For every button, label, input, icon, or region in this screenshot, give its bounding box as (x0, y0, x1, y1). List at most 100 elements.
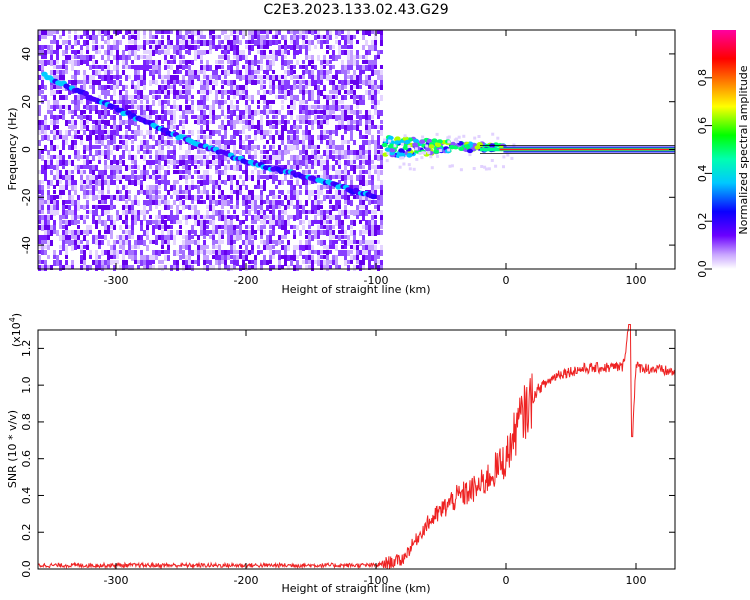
spectrogram-cell (191, 260, 194, 264)
spectrogram-cell (320, 120, 323, 125)
spectrogram-cell (77, 55, 80, 59)
spectrogram-cell (197, 35, 200, 41)
spectrogram-cell (41, 45, 44, 51)
spectrogram-cell (296, 245, 299, 250)
spectrogram-cell (86, 190, 89, 195)
spectrogram-cell (200, 200, 203, 204)
spectrogram-cell (218, 160, 221, 166)
spectrogram-cell (182, 240, 185, 245)
spectrogram-cell (329, 250, 332, 254)
spectrogram-cell (161, 50, 164, 54)
spectrogram-cell (80, 265, 83, 270)
spectrogram-cell (365, 205, 368, 210)
spectrogram-cell (197, 40, 200, 44)
spectrogram-cell (125, 210, 128, 215)
spectrogram-cell (158, 215, 161, 219)
spectrogram-cell (44, 125, 47, 130)
spectrogram-cell (323, 120, 326, 124)
spectrogram-cell (107, 205, 110, 211)
colorbar-tick-label: 0.6 (696, 117, 709, 135)
spectrogram-cell (287, 120, 290, 124)
spectrogram-cell (227, 160, 230, 164)
spectrogram-cell (353, 95, 356, 101)
spectrogram-cell (155, 205, 158, 209)
spectrogram-cell (260, 240, 263, 244)
spectrogram-cell (263, 260, 266, 265)
spectrogram-cell (248, 175, 251, 180)
spectrogram-cell (323, 60, 326, 64)
spectrogram-cell (341, 135, 344, 140)
spectrogram-cell (149, 150, 152, 154)
spectrogram-cell (203, 95, 206, 100)
spectrogram-cell (113, 135, 116, 140)
spectrogram-cell (194, 195, 197, 201)
spectrogram-cell (59, 180, 62, 184)
spectrogram-cell (128, 205, 131, 211)
spectrogram-cell (116, 250, 119, 256)
spectrogram-cell (254, 265, 257, 270)
spectrogram-cell (206, 125, 209, 131)
spectrogram-cell (209, 45, 212, 50)
spectrogram-cell (308, 265, 311, 269)
spectrogram-cell (290, 185, 293, 190)
spectrogram-cell (146, 160, 149, 165)
spectrogram-cell (170, 210, 173, 216)
spectrogram-cell (374, 40, 377, 45)
spectrogram-cell (77, 195, 80, 200)
spectrogram-cell (38, 90, 41, 96)
spectrogram-cell (56, 170, 59, 175)
spectrogram-cell (326, 140, 329, 146)
spectrogram-cell (98, 195, 101, 199)
spectrogram-cell (170, 265, 173, 271)
spectrogram-cell (236, 195, 239, 201)
spectrogram-cell (347, 35, 350, 40)
spectrogram-cell (101, 180, 104, 186)
spectrogram-cell (230, 90, 233, 95)
spectrogram-cell (278, 160, 281, 164)
spectrogram-cell (38, 250, 41, 254)
spectrogram-cell (89, 130, 92, 135)
spectrogram-cell (110, 230, 113, 235)
spectrogram-cell (110, 165, 113, 170)
signal-halo-cell (403, 134, 407, 138)
spectrogram-cell (311, 205, 314, 210)
spectrogram-cell (206, 250, 209, 254)
y-tick-label: 20 (20, 95, 33, 109)
spectrogram-cell (38, 265, 41, 271)
spectrogram-cell (122, 220, 125, 224)
spectrogram-cell (209, 115, 212, 119)
spectrogram-cell (239, 140, 242, 145)
spectrogram-cell (146, 175, 149, 179)
spectrogram-cell (212, 265, 215, 270)
spectrogram-cell (230, 235, 233, 241)
spectrogram-cell (95, 195, 98, 200)
spectrogram-cell (317, 55, 320, 61)
spectrogram-cell (275, 55, 278, 61)
spectrogram-cell (158, 250, 161, 256)
spectrogram-cell (41, 75, 44, 80)
spectrogram-cell (194, 50, 197, 56)
spectrogram-cell (158, 115, 161, 120)
spectrogram-cell (350, 120, 353, 125)
spectrogram-cell (245, 165, 248, 170)
spectrogram-cell (104, 85, 107, 91)
spectrogram-cell (299, 190, 302, 195)
spectrogram-cell (194, 185, 197, 189)
spectrogram-cell (101, 125, 104, 130)
spectrogram-cell (305, 40, 308, 44)
spectrogram-cell (230, 115, 233, 120)
spectrogram-cell (200, 155, 203, 160)
spectrogram-cell (308, 245, 311, 250)
spectrogram-cell (323, 195, 326, 201)
spectrogram-cell (278, 260, 281, 266)
spectrogram-cell (305, 125, 308, 130)
spectrogram-cell (56, 50, 59, 55)
spectrogram-cell (353, 55, 356, 60)
spectrogram-cell (197, 235, 200, 241)
spectrogram-cell (353, 160, 356, 164)
spectrogram-cell (77, 230, 80, 235)
spectrogram-cell (305, 190, 308, 195)
spectrogram-cell (134, 110, 137, 114)
spectrogram-cell (233, 245, 236, 251)
spectrogram-cell (353, 230, 356, 235)
